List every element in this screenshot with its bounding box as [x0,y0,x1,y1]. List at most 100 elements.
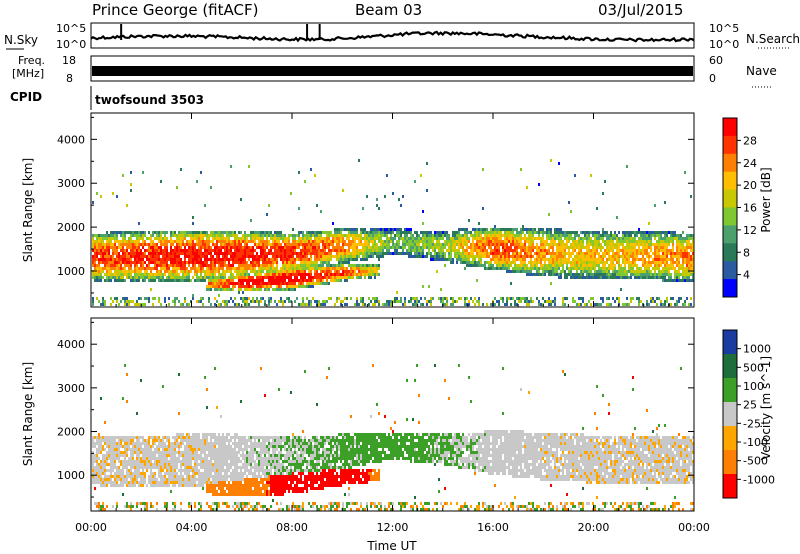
power-cell [540,267,542,270]
power-cell [520,168,522,171]
power-cell [586,240,588,243]
power-cell [300,258,302,261]
power-cell [560,246,562,249]
power-cell [236,240,238,243]
power-cell [566,267,568,270]
power-cell [332,243,334,246]
power-cell [412,240,414,243]
power-cell [542,273,544,276]
power-cell [572,237,574,240]
power-cell [280,300,282,303]
power-cell [578,249,580,252]
power-cell [148,267,150,270]
power-cell [452,249,454,252]
power-cell [638,231,640,234]
power-cell [434,234,436,237]
power-cell [138,234,140,237]
power-cell [244,297,246,300]
power-cell [670,264,672,267]
power-cell [386,246,388,249]
power-cell [292,270,294,273]
power-cell [228,300,230,303]
power-cell [282,237,284,240]
power-cell [680,246,682,249]
velocity-cell [110,451,112,454]
power-cell [528,240,530,243]
power-cell [152,261,154,264]
power-cell [626,252,628,255]
power-cell [448,258,450,261]
power-cell [464,252,466,255]
power-cell [462,246,464,249]
power-cell [598,234,600,237]
power-cell [590,174,592,177]
power-cell [290,288,292,291]
power-cell [474,249,476,252]
velocity-cell [100,460,102,463]
power-cell [572,297,574,300]
power-cell [616,276,618,279]
power-cell [562,258,564,261]
velocity-cell [114,481,116,484]
power-cell [160,264,162,267]
power-cell [206,240,208,243]
power-cell [104,243,106,246]
power-cell [160,234,162,237]
power-cell [648,231,650,234]
power-cell [616,252,618,255]
power-cell [298,171,300,174]
power-cell [278,288,280,291]
power-cell [102,255,104,258]
power-cell [412,234,414,237]
power-cell [578,252,580,255]
power-cell [284,300,286,303]
power-cell [306,297,308,300]
power-cell [508,228,510,231]
power-cell [658,297,660,300]
power-cell [140,252,142,255]
power-cell [412,243,414,246]
power-cell [164,234,166,237]
power-cell [130,243,132,246]
power-cell [576,270,578,273]
power-cell [446,231,448,234]
velocity-cell [100,436,102,439]
power-cell [516,297,518,300]
power-cell [504,261,506,264]
power-cell [376,252,378,255]
power-cell [592,264,594,267]
power-cell [584,237,586,240]
velocity-cell [114,484,116,487]
power-cell [660,300,662,303]
power-cell [258,261,260,264]
power-cell [138,249,140,252]
power-cell [432,258,434,261]
power-cell [568,267,570,270]
power-cell [340,276,342,279]
power-cell [254,261,256,264]
power-cell [464,297,466,300]
power-cell [144,234,146,237]
power-cell [248,249,250,252]
power-cell [566,276,568,279]
power-cell [558,162,560,165]
power-cell [186,270,188,273]
velocity-cell [92,478,94,481]
power-cell [422,243,424,246]
power-cell [508,297,510,300]
power-cell [416,246,418,249]
power-cell [308,303,310,306]
power-cell [122,174,124,177]
power-cell [264,300,266,303]
power-cell [358,240,360,243]
power-cell [202,255,204,258]
power-cell [130,240,132,243]
power-cell [378,252,380,255]
power-cell [276,261,278,264]
power-cell [586,273,588,276]
velocity-cell [112,457,114,460]
power-cell [268,240,270,243]
power-cell [106,276,108,279]
power-cell [660,303,662,306]
power-cell [100,249,102,252]
